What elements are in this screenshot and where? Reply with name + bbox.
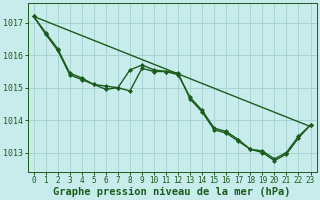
X-axis label: Graphe pression niveau de la mer (hPa): Graphe pression niveau de la mer (hPa) xyxy=(53,186,291,197)
